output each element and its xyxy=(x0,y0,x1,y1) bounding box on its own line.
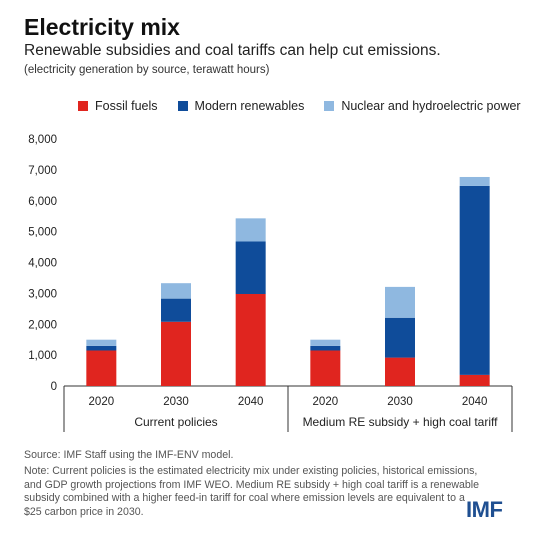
x-tick-label: 2030 xyxy=(163,396,189,408)
chart-note: Note: Current policies is the estimated … xyxy=(24,465,480,518)
legend-swatch-nuclear xyxy=(324,101,335,111)
legend-item-fossil: Fossil fuels xyxy=(78,99,158,113)
bar-segment xyxy=(310,345,341,351)
bar-segment xyxy=(459,176,490,186)
y-tick-label: 8,000 xyxy=(28,134,57,146)
legend-label-fossil: Fossil fuels xyxy=(95,99,158,113)
legend-swatch-fossil xyxy=(78,101,88,111)
bar-segment xyxy=(86,345,117,351)
imf-logo: IMF xyxy=(466,497,503,522)
y-tick-label: 3,000 xyxy=(28,288,57,300)
y-tick-label: 4,000 xyxy=(28,258,57,270)
legend-label-modern: Modern renewables xyxy=(194,99,305,113)
bar-segment xyxy=(235,241,266,294)
x-tick-label: 2040 xyxy=(462,396,488,408)
chart-title: Electricity mix xyxy=(24,14,180,40)
y-tick-label: 5,000 xyxy=(28,227,57,239)
legend-swatch-modern xyxy=(177,101,188,111)
bar-segment xyxy=(86,339,117,346)
bar-segment xyxy=(385,317,415,358)
bar-segment xyxy=(310,339,341,346)
chart-legend: Fossil fuels Modern renewables Nuclear a… xyxy=(78,99,539,113)
group-label: Current policies xyxy=(134,415,217,429)
bar-segment xyxy=(310,350,341,386)
x-tick-label: 2040 xyxy=(238,396,264,408)
legend-label-nuclear: Nuclear and hydroelectric power xyxy=(341,99,521,113)
y-tick-label: 7,000 xyxy=(28,165,57,177)
legend-item-modern: Modern renewables xyxy=(177,99,305,113)
y-tick-label: 2,000 xyxy=(28,319,57,331)
bar-segment xyxy=(385,357,415,386)
x-tick-label: 2020 xyxy=(89,396,115,408)
y-tick-label: 0 xyxy=(51,381,57,393)
y-tick-label: 1,000 xyxy=(28,350,57,362)
bar-segment xyxy=(161,298,191,322)
bar-segment xyxy=(161,283,191,299)
bar-segment xyxy=(235,293,266,386)
bar-segment xyxy=(385,286,415,318)
bar-segment xyxy=(459,374,490,386)
chart-source: Source: IMF Staff using the IMF-ENV mode… xyxy=(24,449,234,461)
x-tick-label: 2020 xyxy=(313,396,339,408)
chart-units: (electricity generation by source, teraw… xyxy=(24,64,270,76)
group-label: Medium RE subsidy + high coal tariff xyxy=(303,415,499,429)
bar-segment xyxy=(161,321,191,386)
bar-segment xyxy=(459,185,490,375)
bar-segment xyxy=(86,350,117,386)
x-tick-label: 2030 xyxy=(387,396,413,408)
legend-item-nuclear: Nuclear and hydroelectric power xyxy=(324,99,521,113)
chart-subtitle: Renewable subsidies and coal tariffs can… xyxy=(24,42,441,59)
y-tick-label: 6,000 xyxy=(28,196,57,208)
bar-segment xyxy=(235,218,266,242)
